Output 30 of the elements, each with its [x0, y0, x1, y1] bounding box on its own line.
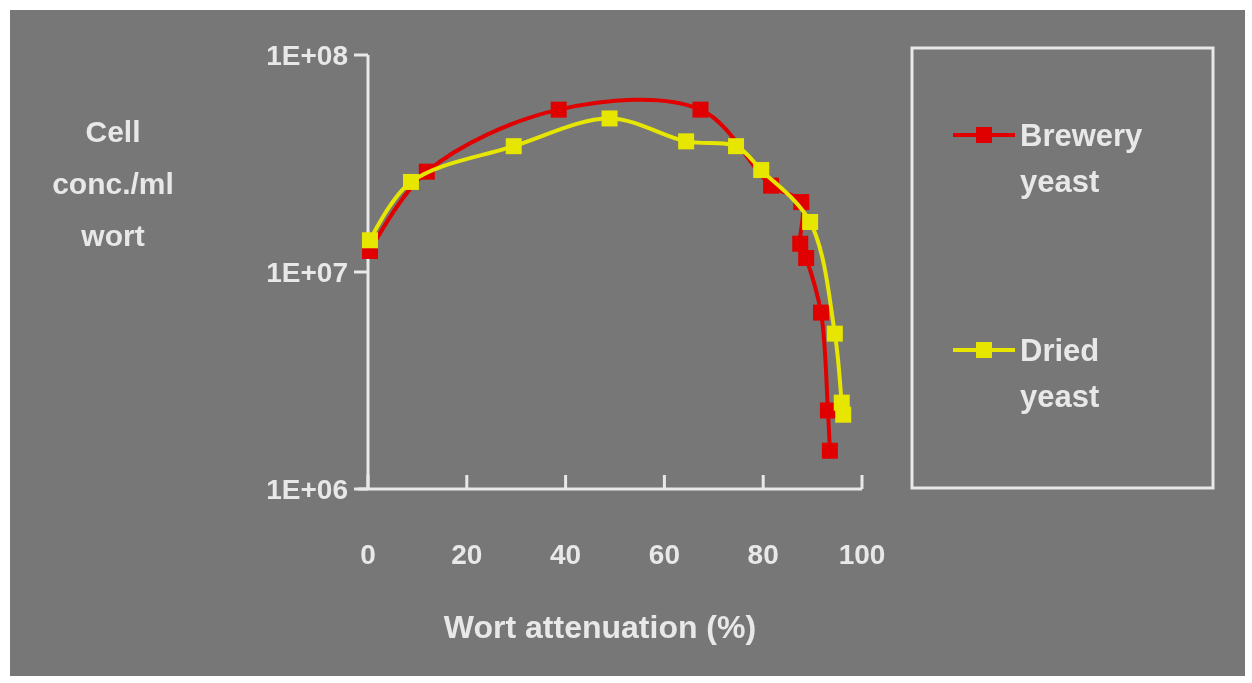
- point: [505, 138, 522, 155]
- point: [601, 110, 618, 127]
- point: [692, 101, 709, 118]
- point: [402, 173, 419, 190]
- y-axis-title: Cell conc./ml wort: [52, 115, 174, 252]
- x-tick-label: 20: [451, 539, 483, 570]
- point: [813, 304, 829, 321]
- x-tick-label: 100: [838, 539, 886, 570]
- point: [798, 250, 815, 267]
- point: [792, 235, 809, 252]
- x-axis-title: Wort attenuation (%): [443, 609, 757, 645]
- y-tick-label: 1E+07: [266, 256, 348, 288]
- point: [728, 138, 745, 155]
- y-tick-label: 1E+06: [266, 473, 348, 505]
- point: [361, 232, 378, 249]
- y-tick-label: 1E+08: [266, 39, 348, 71]
- x-tick-label: 0: [360, 539, 376, 570]
- point: [753, 162, 770, 179]
- point: [802, 213, 819, 230]
- x-tick-label: 60: [648, 539, 680, 570]
- legend-label: Brewery yeast: [1020, 118, 1144, 199]
- point: [550, 101, 567, 118]
- legend-label: Dried yeast: [1020, 333, 1100, 414]
- point: [826, 325, 843, 342]
- point: [678, 133, 695, 150]
- point: [835, 406, 852, 423]
- point: [819, 402, 836, 419]
- point: [821, 442, 838, 459]
- x-tick-label: 40: [550, 539, 582, 570]
- x-tick-label: 80: [747, 539, 779, 570]
